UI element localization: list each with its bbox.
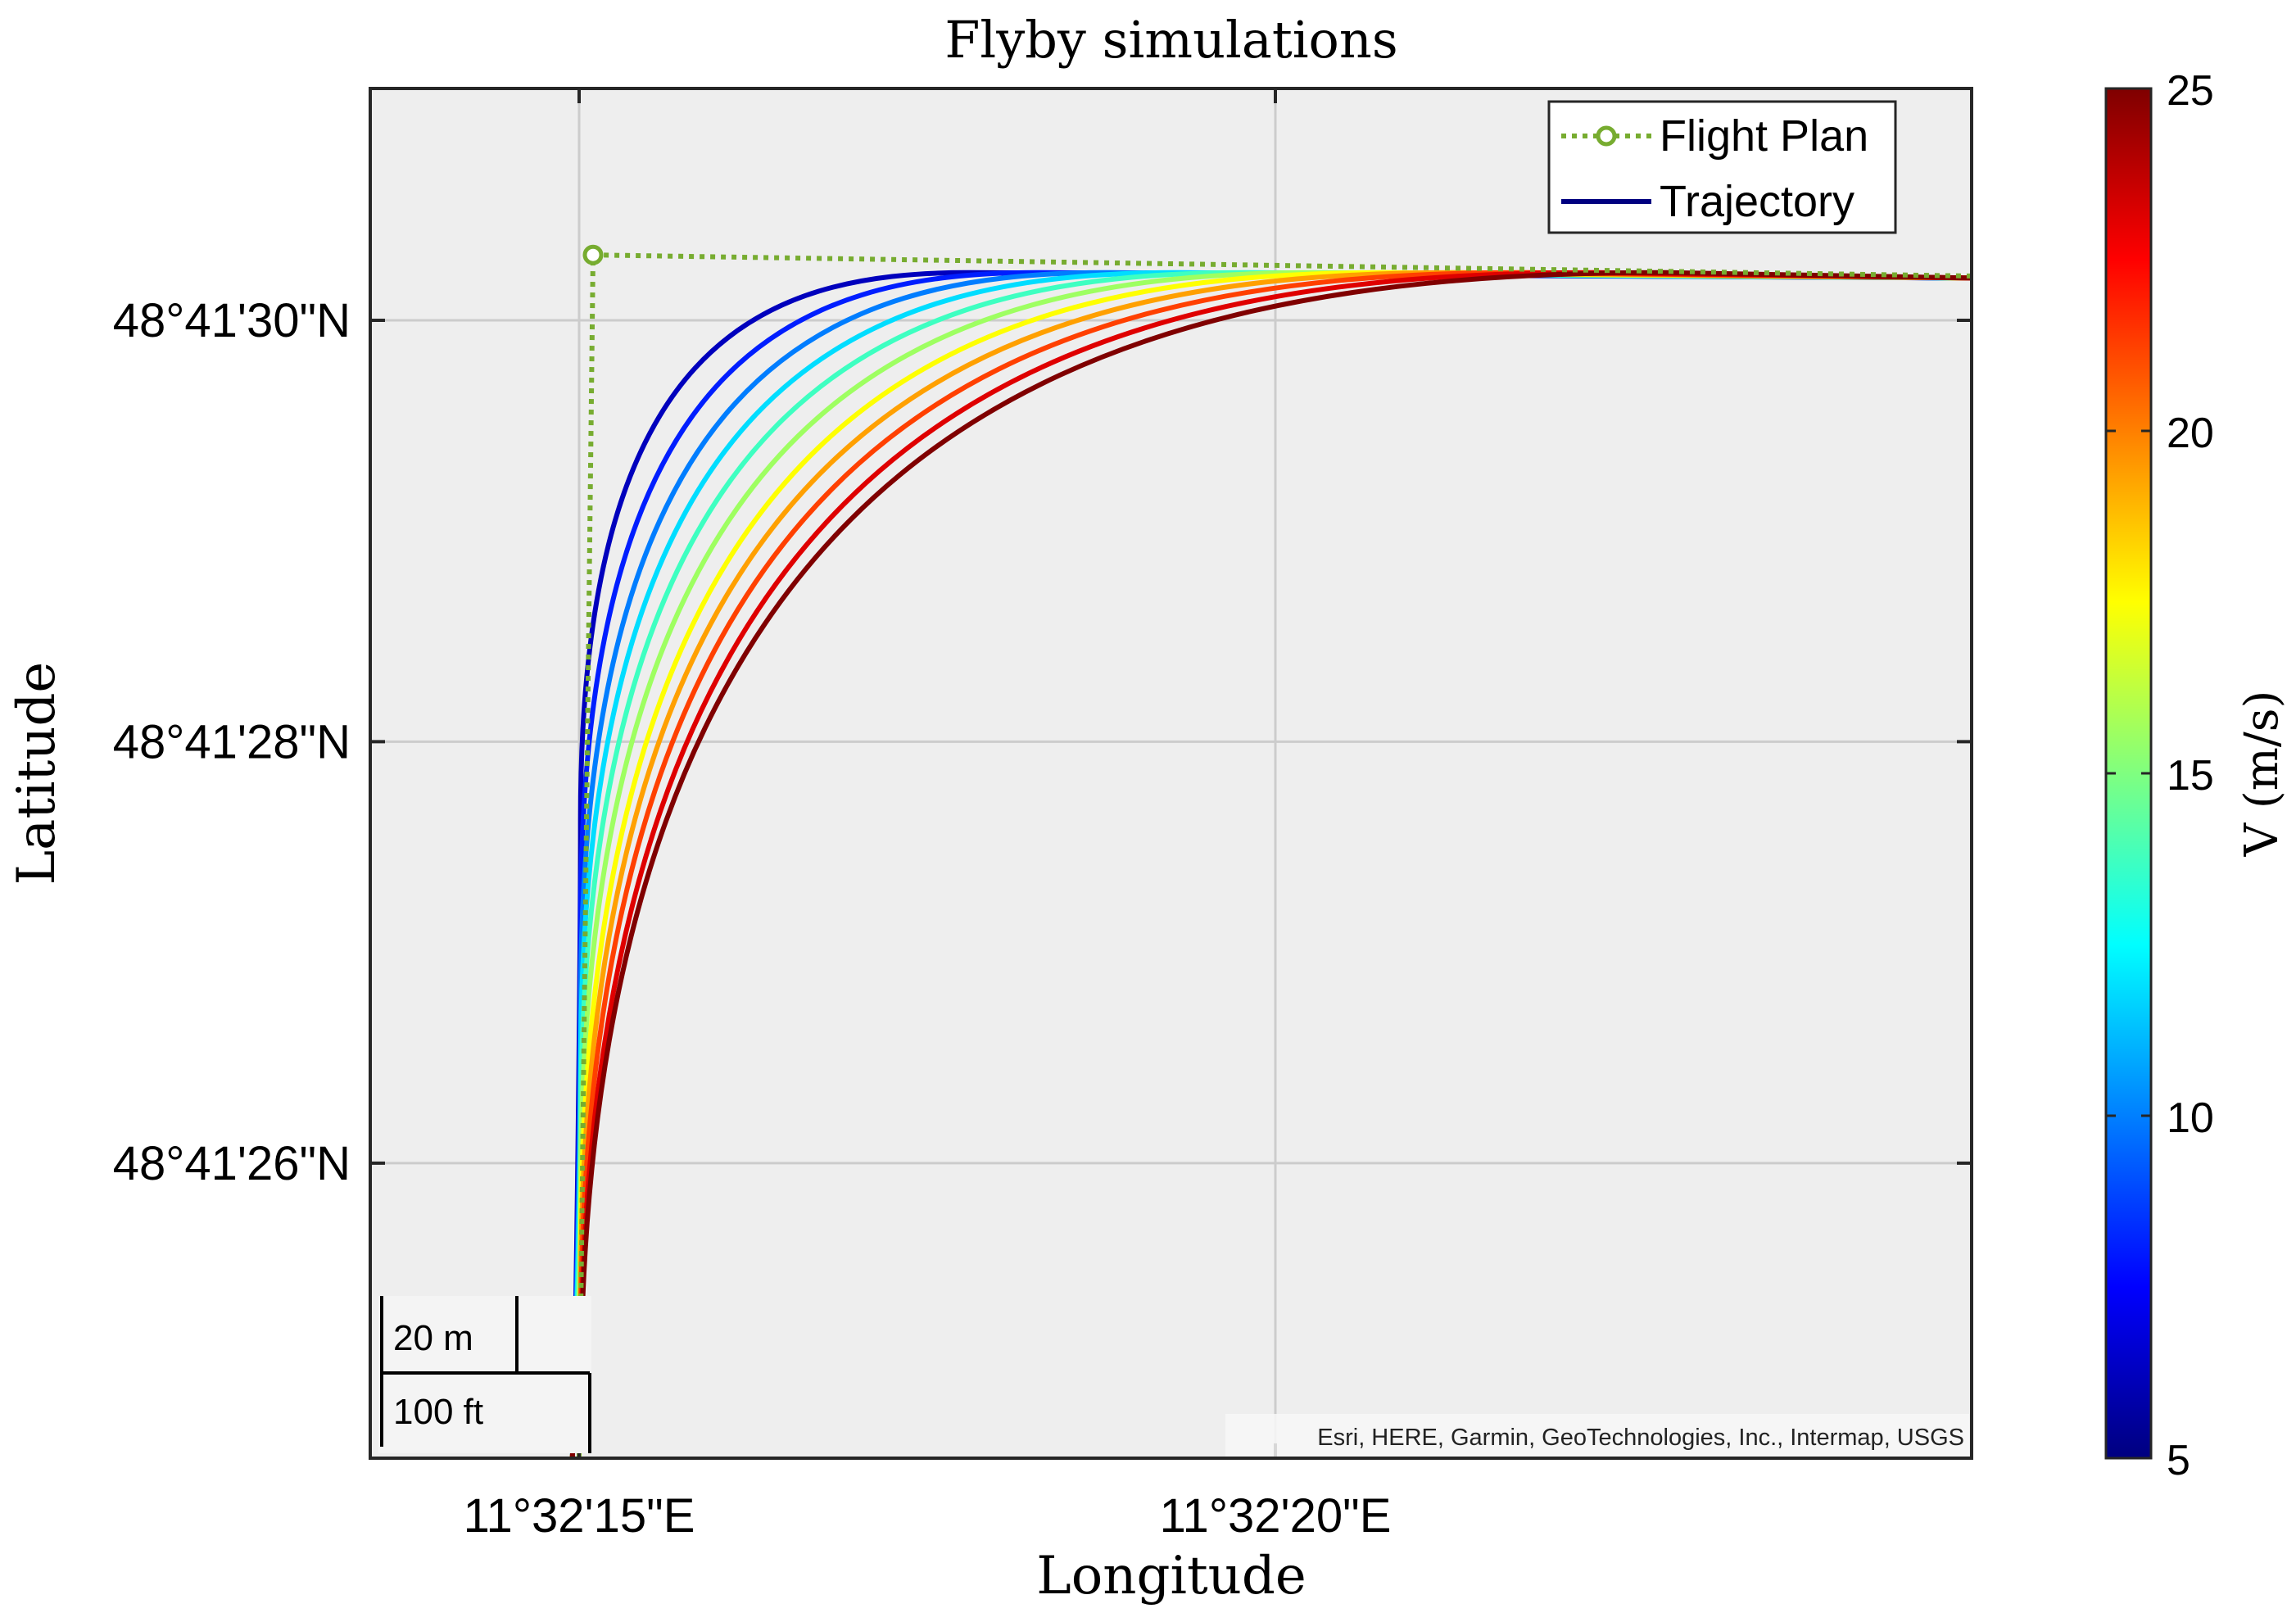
attribution-background [1225,1414,1969,1457]
colorbar-tick-label: 25 [2167,67,2214,115]
legend-flight-plan-marker [1596,125,1617,147]
colorbar-tick-label: 15 [2167,752,2214,800]
map-attribution: Esri, HERE, Garmin, GeoTechnologies, Inc… [1317,1425,1964,1451]
plot-frame [369,87,1973,1460]
y-axis-label: Latitude [7,662,67,886]
x-axis-label: Longitude [1036,1546,1306,1606]
legend-trajectory-label: Trajectory [1660,177,1854,226]
axis-ticks [370,88,1972,1458]
colorbar-label: V (m/s) [2235,691,2289,858]
colorbar-ticks: 5 10 15 20 25 [2106,67,2214,1484]
scale-bar-imperial-label: 100 ft [393,1392,483,1432]
colorbar-tick-label: 10 [2167,1094,2214,1142]
y-tick-label: 48°41'28"N [113,715,351,768]
colorbar-tick-label: 5 [2167,1437,2190,1484]
y-tick-label: 48°41'30"N [113,294,351,347]
chart-title: Flyby simulations [944,10,1397,70]
scale-bar-metric-label: 20 m [393,1318,473,1358]
flight-plan-path [577,252,1972,1458]
x-tick-label: 11°32'15"E [464,1489,695,1543]
x-tick-label: 11°32'20"E [1160,1489,1392,1543]
flight-plan-waypoint-marker [582,244,604,265]
legend[interactable]: Flight Plan Trajectory [1547,100,1897,234]
scale-bar: 20 m 100 ft [378,1296,591,1453]
legend-box [1547,100,1897,234]
y-tick-label: 48°41'26"N [113,1137,351,1190]
tick-labels: 11°32'15"E 11°32'20"E 48°41'30"N 48°41'28"N… [113,294,1392,1543]
legend-flight-plan-label: Flight Plan [1660,111,1868,161]
colorbar: 5 10 15 20 25 [2104,67,2214,1484]
colorbar-tick-label: 20 [2167,410,2214,457]
flight-plan-line [577,244,1972,1458]
